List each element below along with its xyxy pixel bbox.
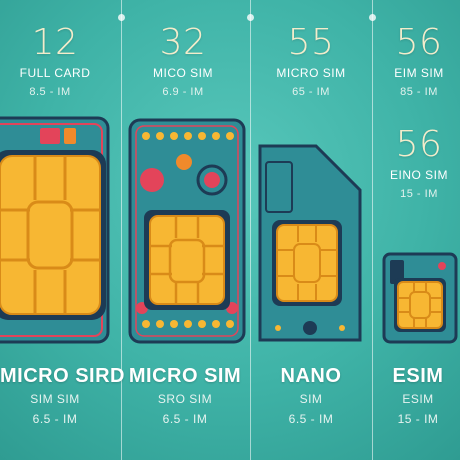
full-card-size: 8.5 - IM — [29, 86, 71, 98]
esim-subname: ESIM — [402, 392, 434, 406]
micro-sird-size: 6.5 - IM — [32, 412, 78, 426]
micro-sim-name: MICRO SIM — [128, 365, 242, 387]
sro-sim-subname: SRO SIM — [157, 392, 213, 406]
micro-sim-number: 55 — [287, 22, 335, 63]
micro-sird-name: MICRO SIRD — [0, 365, 125, 387]
micro-sim-adapter-card — [258, 144, 362, 342]
column-divider — [247, 0, 254, 460]
micro-sim-size: 65 - IM — [292, 86, 330, 98]
micro-sim-label: MICRO SIM — [276, 66, 346, 80]
nano-size: 6.5 - IM — [288, 412, 334, 426]
eim-sim-label: EIM SIM — [394, 66, 444, 80]
mico-sim-number: 32 — [159, 22, 207, 63]
eim-sim-number: 56 — [395, 22, 443, 63]
micro-sim-subsize: 6.5 - IM — [162, 412, 208, 426]
full-size-sim-card — [0, 116, 110, 344]
mico-sim-size: 6.9 - IM — [162, 86, 204, 98]
esim-name: ESIM — [392, 365, 444, 387]
column-divider — [118, 0, 125, 460]
sim-sim-subname: SIM SIM — [30, 392, 80, 406]
nano-subname: SIM — [299, 392, 323, 406]
eino-sim-number: 56 — [395, 124, 443, 165]
full-card-label: FULL CARD — [19, 66, 91, 80]
micro-sim-card-dotted — [128, 118, 246, 344]
nano-name: NANO — [280, 365, 342, 387]
mico-sim-label: MICO SIM — [153, 66, 213, 80]
esim-card — [382, 252, 458, 344]
column-divider — [369, 0, 376, 460]
eino-sim-size: 15 - IM — [400, 188, 438, 200]
eino-sim-label: EINO SIM — [389, 168, 448, 182]
full-card-number: 12 — [31, 22, 79, 63]
esim-size: 15 - IM — [397, 412, 439, 426]
eim-sim-size: 85 - IM — [400, 86, 438, 98]
